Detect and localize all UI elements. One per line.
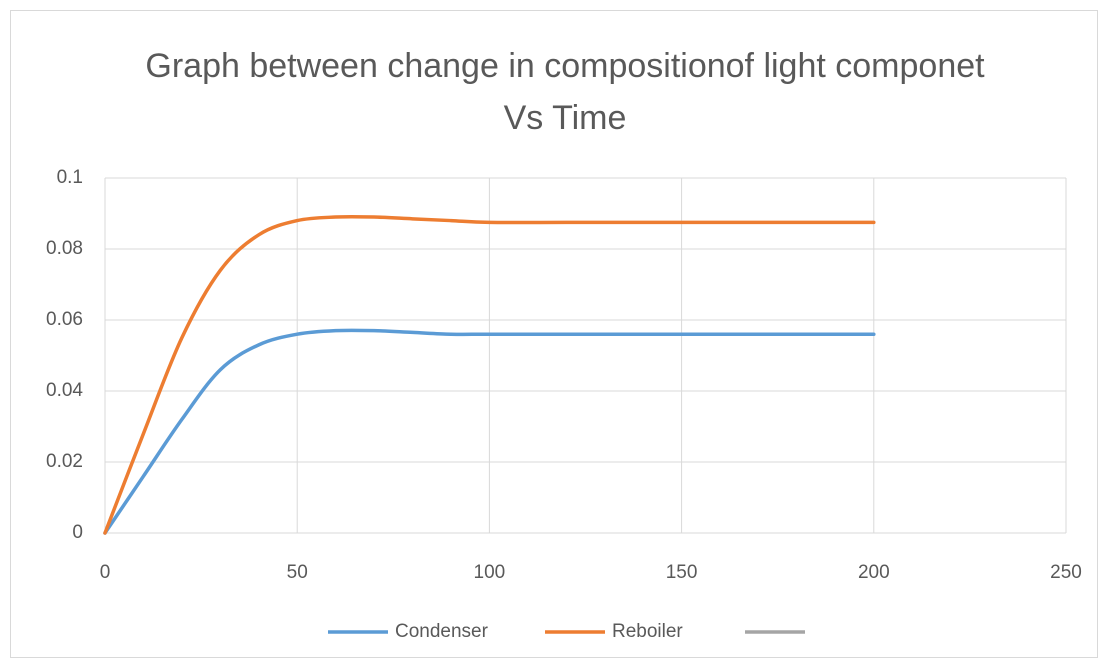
y-tick-label: 0.1	[57, 167, 83, 188]
chart-title: Graph between change in compositionof li…	[145, 47, 985, 137]
x-tick-label: 250	[1050, 562, 1082, 583]
legend-label: Reboiler	[612, 621, 683, 642]
legend-label: Condenser	[395, 621, 489, 642]
x-tick-label: 50	[287, 562, 308, 583]
x-tick-label: 0	[100, 562, 111, 583]
x-tick-label: 150	[666, 562, 698, 583]
y-tick-label: 0.02	[46, 451, 83, 472]
series-line	[103, 214, 876, 535]
y-tick-label: 0.04	[46, 380, 83, 401]
y-tick-label: 0.08	[46, 238, 83, 259]
y-tick-label: 0.06	[46, 309, 83, 330]
x-tick-label: 100	[474, 562, 506, 583]
chart-frame	[10, 10, 1098, 658]
x-tick-label: 200	[858, 562, 890, 583]
series-line	[103, 328, 876, 535]
y-tick-label: 0	[72, 522, 83, 543]
